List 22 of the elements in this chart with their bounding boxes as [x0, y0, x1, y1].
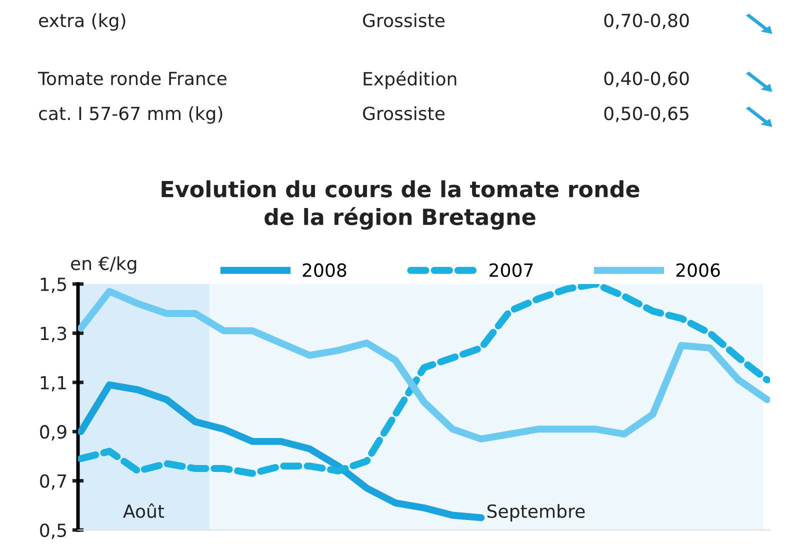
text: Expédition [364, 70, 456, 90]
y-tick-label: 1,1 [40, 376, 66, 392]
legend-label: 2008 [302, 263, 346, 277]
legend-label: 2007 [490, 263, 533, 277]
y-tick-label: 1,5 [40, 278, 66, 293]
text: Grossiste [363, 13, 445, 28]
legend-label: 2006 [676, 263, 720, 277]
text: Grossiste [363, 106, 445, 120]
annotation: Septembre [487, 504, 585, 522]
annotation: Août [123, 503, 164, 518]
text: 0,50-0,65 [604, 106, 688, 122]
y-tick-label: 1,3 [40, 326, 66, 342]
y-tick-label: 0,9 [40, 425, 66, 441]
text: cat. I 57-67 mm (kg) [38, 106, 222, 124]
text: Tomate ronde France [38, 71, 226, 86]
text: 0,70-0,80 [604, 14, 689, 30]
text: 0,40-0,60 [604, 72, 689, 88]
y-tick-label: 0,5 [40, 523, 66, 539]
y-tick-label: 0,7 [40, 474, 66, 490]
text: extra (kg) [38, 13, 126, 31]
chart-title: Evolution du cours de la tomate ronde de la région Bretagne [162, 180, 640, 230]
y-axis-title: en €/kg [70, 256, 136, 274]
